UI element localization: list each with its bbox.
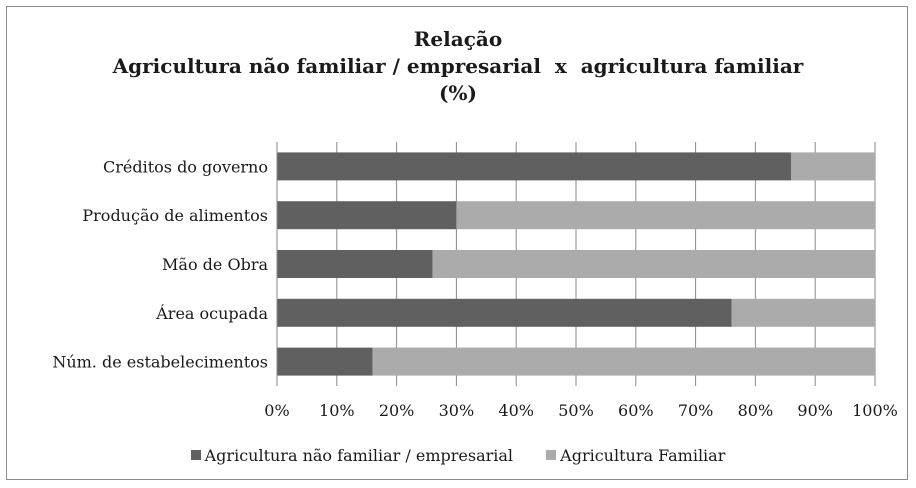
bar-familiar-4	[372, 347, 875, 376]
legend-swatch-familiar	[546, 450, 557, 460]
category-label-4: Núm. de estabelecimentos	[52, 353, 268, 372]
x-tick-label-7: 70%	[678, 401, 714, 420]
category-label-0: Créditos do governo	[103, 157, 268, 176]
x-tick-label-2: 20%	[379, 401, 415, 420]
bar-familiar-2	[432, 250, 875, 278]
category-label-3: Área ocupada	[155, 303, 268, 323]
x-tick-label-3: 30%	[439, 401, 475, 420]
x-tick-label-9: 90%	[797, 401, 833, 420]
chart-title-line-1: Relação	[413, 27, 503, 51]
chart-title-line-3: (%)	[439, 81, 477, 105]
x-tick-label-10: 100%	[852, 401, 898, 420]
bar-nao-familiar-4	[277, 347, 373, 376]
bar-familiar-1	[456, 201, 875, 230]
bar-nao-familiar-0	[277, 152, 792, 181]
legend-item-familiar: Agricultura Familiar	[546, 446, 725, 465]
x-tick-label-4: 40%	[498, 401, 534, 420]
bar-familiar-0	[791, 152, 875, 181]
category-label-2: Mão de Obra	[162, 255, 268, 274]
legend-label-familiar: Agricultura Familiar	[560, 446, 726, 465]
x-tick-label-1: 10%	[319, 401, 355, 420]
bar-nao-familiar-2	[277, 250, 433, 278]
legend-swatch-nao-familiar	[190, 450, 201, 460]
bar-nao-familiar-3	[277, 298, 732, 327]
x-tick-label-8: 80%	[738, 401, 774, 420]
category-label-1: Produção de alimentos	[82, 206, 268, 225]
x-tick-label-5: 50%	[558, 401, 594, 420]
chart-frame	[6, 6, 908, 480]
chart-title: Relação Agricultura não familiar / empre…	[0, 26, 916, 107]
x-tick-label-6: 60%	[618, 401, 654, 420]
bar-familiar-3	[731, 298, 875, 327]
chart-title-line-2: Agricultura não familiar / empresarial x…	[112, 54, 804, 78]
x-tick-label-0: 0%	[264, 401, 289, 420]
chart-legend: Agricultura não familiar / empresarial A…	[0, 446, 916, 465]
legend-label-nao-familiar: Agricultura não familiar / empresarial	[204, 446, 514, 465]
legend-item-nao-familiar: Agricultura não familiar / empresarial	[190, 446, 514, 465]
bar-nao-familiar-1	[277, 201, 457, 230]
